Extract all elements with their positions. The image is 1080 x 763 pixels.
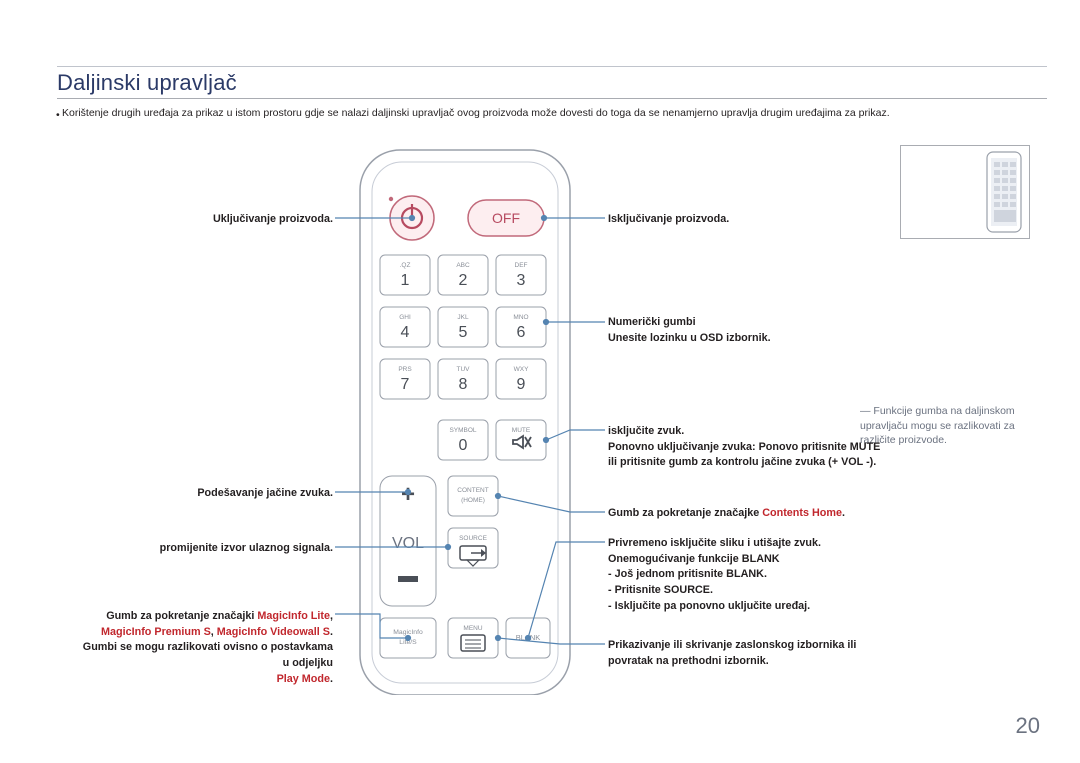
svg-text:7: 7 [401, 376, 410, 393]
num1: Numerički gumbi [608, 316, 696, 328]
ch-post: . [842, 507, 845, 519]
svg-text:MUTE: MUTE [512, 427, 531, 434]
svg-text:MNO: MNO [513, 314, 528, 321]
power-off-text: Isključivanje proizvoda. [608, 213, 729, 225]
svg-text:3: 3 [517, 272, 526, 289]
label-numeric: Numerički gumbi Unesite lozinku u OSD iz… [608, 315, 888, 346]
intro-text: Korištenje drugih uređaja za prikaz u is… [62, 107, 890, 119]
ch-pre: Gumb za pokretanje značajke [608, 507, 762, 519]
svg-text:VOL: VOL [392, 535, 424, 552]
svg-text:2: 2 [459, 272, 468, 289]
mi-r2: MagicInfo Premium S [101, 626, 211, 638]
svg-text:5: 5 [459, 324, 468, 341]
remote-off-text: OFF [492, 210, 520, 226]
mi-pmp: . [330, 673, 333, 685]
b3: - Još jednom pritisnite BLANK. [608, 568, 767, 580]
label-volume-text: Podešavanje jačine zvuka. [197, 487, 333, 499]
svg-text:JKL: JKL [457, 314, 469, 321]
b5: - Isključite pa ponovno uključite uređaj… [608, 600, 810, 612]
page-title: Daljinski upravljač [57, 70, 237, 96]
num2: Unesite lozinku u OSD izbornik. [608, 332, 771, 344]
svg-text:4: 4 [401, 324, 410, 341]
label-power-off: Isključivanje proizvoda. [608, 212, 888, 228]
svg-text:8: 8 [459, 376, 468, 393]
svg-text:CONTENT: CONTENT [457, 487, 488, 494]
mi-p1: , [330, 610, 333, 622]
svg-text:DEF: DEF [515, 262, 528, 269]
mi-bv2: u odjeljku [283, 657, 333, 669]
mute1: isključite zvuk. [608, 425, 684, 437]
label-magicinfo: Gumb za pokretanje značajki MagicInfo Li… [30, 609, 333, 687]
intro-note: • Korištenje drugih uređaja za prikaz u … [62, 106, 1012, 120]
b4: - Pritisnite SOURCE. [608, 584, 713, 596]
svg-text:TUV: TUV [457, 366, 471, 373]
svg-text:.QZ: .QZ [400, 262, 411, 269]
mi-r1: MagicInfo Lite [257, 610, 330, 622]
page: Daljinski upravljač • Korištenje drugih … [0, 0, 1080, 763]
label-menu: Prikazivanje ili skrivanje zaslonskog iz… [608, 638, 898, 669]
svg-text:SYMBOL: SYMBOL [449, 427, 476, 434]
svg-text:0: 0 [459, 437, 468, 454]
label-source-text: promijenite izvor ulaznog signala. [160, 542, 333, 554]
label-source-change: promijenite izvor ulaznog signala. [78, 541, 333, 557]
svg-text:GHI: GHI [399, 314, 411, 321]
ch-red: Contents Home [762, 507, 842, 519]
b2: Onemogućivanje funkcije BLANK [608, 553, 780, 565]
svg-text:WXY: WXY [514, 366, 529, 373]
label-power-on: Uključivanje proizvoda. [78, 212, 333, 228]
mi-r3: MagicInfo Videowall S [217, 626, 330, 638]
svg-text:BLANK: BLANK [516, 633, 541, 642]
svg-text:6: 6 [517, 324, 526, 341]
svg-text:PRS: PRS [398, 366, 412, 373]
label-power-on-text: Uključivanje proizvoda. [213, 213, 333, 225]
b1: Privremeno isključite sliku i utišajte z… [608, 537, 821, 549]
svg-text:+: + [401, 481, 415, 508]
mi-bv1: Gumbi se mogu razlikovati ovisno o posta… [83, 641, 333, 653]
svg-text:MagicInfo: MagicInfo [393, 629, 423, 636]
title-rule [57, 98, 1047, 99]
remote-thumbnail [900, 145, 1030, 239]
svg-text:(HOME): (HOME) [461, 497, 485, 504]
svg-text:1: 1 [401, 272, 410, 289]
label-blank: Privremeno isključite sliku i utišajte z… [608, 536, 898, 614]
top-rule [57, 66, 1047, 67]
mi-p2: . [330, 626, 333, 638]
mute2: Ponovno uključivanje zvuka: Ponovo priti… [608, 441, 880, 469]
label-mute: isključite zvuk. Ponovno uključivanje zv… [608, 424, 888, 471]
menu1: Prikazivanje ili skrivanje zaslonskog iz… [608, 639, 856, 667]
svg-text:MENU: MENU [463, 625, 482, 632]
label-contents: Gumb za pokretanje značajke Contents Hom… [608, 506, 888, 522]
remote-illustration: OFF .QZ 1 ABC 2 DEF 3 GHI 4 JKL 5 MNO 6 PRS 7 TUV 8 WXY 9… [350, 140, 580, 695]
svg-text:Lite/S: Lite/S [399, 639, 417, 646]
page-number: 20 [1016, 713, 1040, 739]
mi-pre: Gumb za pokretanje značajki [106, 610, 257, 622]
label-volume: Podešavanje jačine zvuka. [78, 486, 333, 502]
svg-text:ABC: ABC [456, 262, 470, 269]
svg-text:SOURCE: SOURCE [459, 535, 487, 542]
svg-text:9: 9 [517, 376, 526, 393]
mi-pm: Play Mode [277, 673, 330, 685]
